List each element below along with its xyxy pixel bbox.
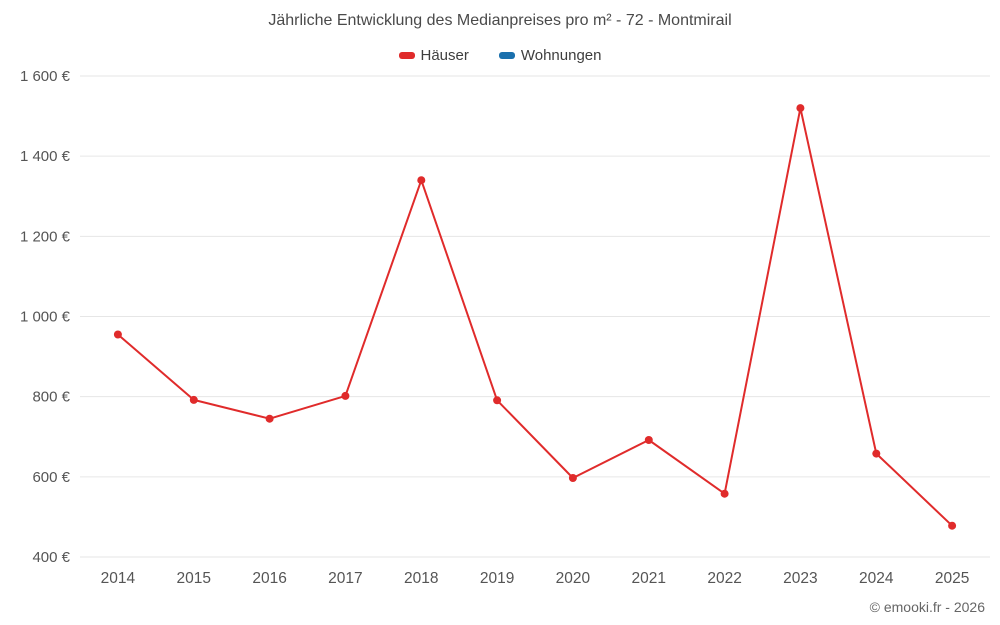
legend-label-hauser: Häuser [420,47,469,64]
data-point[interactable] [796,104,805,113]
data-point[interactable] [189,395,198,404]
data-point[interactable] [417,176,426,185]
x-tick-label: 2020 [556,570,591,587]
y-tick-label: 400 € [32,549,70,566]
y-tick-label: 800 € [32,389,70,406]
y-tick-label: 1 000 € [20,309,71,326]
data-point[interactable] [493,396,502,405]
legend-label-wohnungen: Wohnungen [520,47,602,64]
legend: Häuser Wohnungen [0,47,1000,64]
x-tick-label: 2024 [859,570,894,587]
data-point[interactable] [948,521,957,530]
x-tick-label: 2023 [783,570,817,587]
legend-item-hauser[interactable]: Häuser [398,47,469,64]
x-tick-label: 2015 [177,570,211,587]
legend-item-wohnungen[interactable]: Wohnungen [498,47,602,64]
x-tick-label: 2021 [632,570,666,587]
wohnungen-series-swatch [498,52,515,59]
y-tick-label: 1 400 € [20,148,71,165]
data-point[interactable] [113,330,122,339]
chart-title: Jährliche Entwicklung des Medianpreises … [268,12,732,29]
data-point[interactable] [872,449,881,458]
x-tick-label: 2025 [935,570,969,587]
x-tick-label: 2014 [101,570,136,587]
y-tick-label: 1 200 € [20,228,71,245]
data-point[interactable] [568,474,577,482]
series-line-Häuser [117,107,953,527]
y-tick-label: 1 600 € [20,68,71,85]
y-tick-label: 600 € [32,469,70,486]
data-point[interactable] [720,489,729,498]
x-tick-label: 2018 [404,570,438,587]
x-tick-label: 2019 [480,570,514,587]
x-tick-label: 2017 [328,570,362,587]
hauser-series-swatch [398,52,415,59]
data-point[interactable] [265,414,274,423]
x-tick-label: 2022 [707,570,741,587]
x-tick-label: 2016 [252,570,286,587]
data-point[interactable] [644,436,653,444]
copyright: © emooki.fr - 2026 [869,599,985,615]
data-point[interactable] [341,391,350,400]
